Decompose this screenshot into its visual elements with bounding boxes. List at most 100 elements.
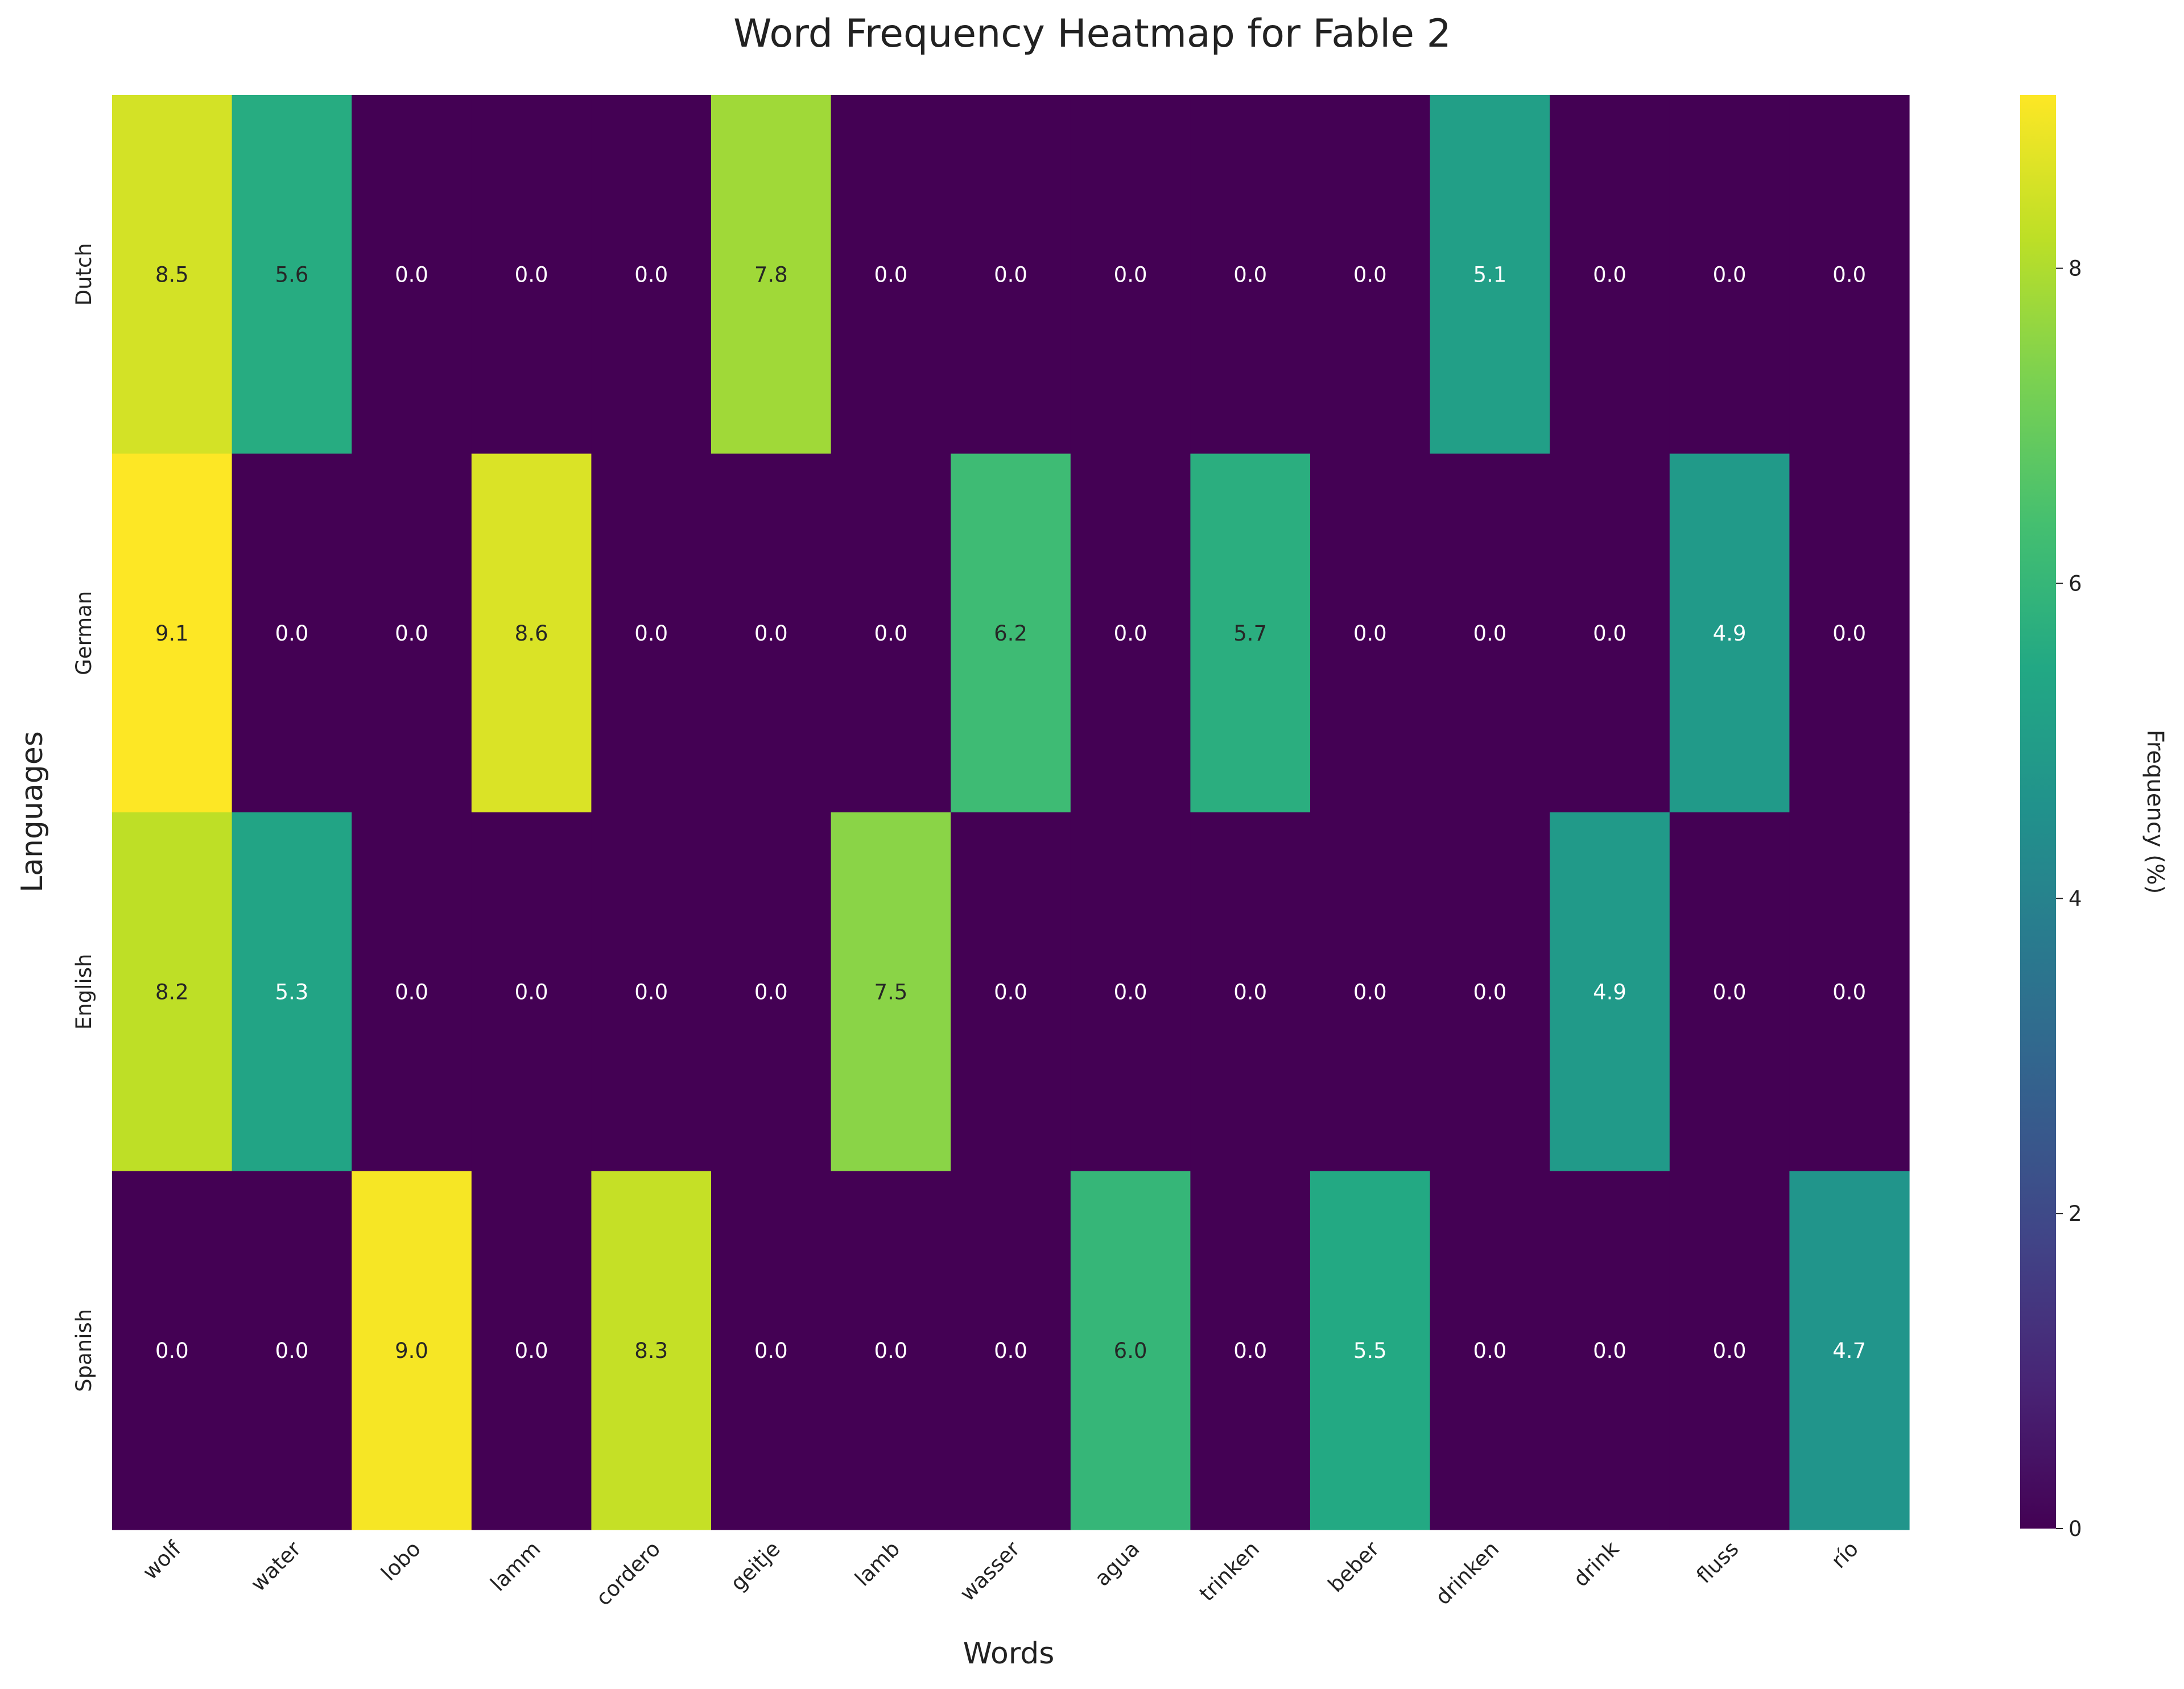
- heatmap-cell: [1789, 1171, 1910, 1530]
- heatmap-cell: [1550, 95, 1670, 455]
- cell-value-label: 0.0: [1353, 262, 1387, 287]
- x-tick-label: beber: [1323, 1536, 1384, 1597]
- cell-value-label: 0.0: [1832, 980, 1866, 1004]
- colorbar-gradient: [2020, 95, 2056, 1529]
- cell-value-label: 4.7: [1832, 1339, 1866, 1363]
- cell-value-label: 0.0: [155, 1339, 189, 1363]
- cell-value-label: 9.1: [155, 621, 189, 646]
- heatmap-cell: [1310, 812, 1431, 1172]
- cell-value-label: 0.0: [275, 621, 308, 646]
- cell-value-label: 0.0: [754, 621, 788, 646]
- heatmap-cell: [352, 95, 472, 455]
- heatmap-cell: [1310, 1171, 1431, 1530]
- heatmap-cell: [112, 812, 233, 1172]
- heatmap-cell: [471, 453, 592, 813]
- heatmap-cell: [1190, 95, 1311, 455]
- cell-value-label: 5.3: [275, 980, 308, 1004]
- x-tick-label: agua: [1090, 1537, 1145, 1591]
- heatmap-cell: [711, 95, 832, 455]
- heatmap-cell: [1669, 812, 1790, 1172]
- heatmap-cell: [232, 812, 352, 1172]
- heatmap-cell: [1070, 95, 1191, 455]
- heatmap-cell: [1789, 812, 1910, 1172]
- cell-value-label: 8.6: [515, 621, 548, 646]
- heatmap-cell: [711, 1171, 832, 1530]
- heatmap-cell: [471, 95, 592, 455]
- x-tick-labels: wolf water lobo lamm cordero geitje lamb wasser…: [138, 1536, 1863, 1610]
- cell-value-label: 8.3: [634, 1339, 668, 1363]
- heatmap-cell: [1550, 1171, 1670, 1530]
- y-tick-labels: Dutch German English Spanish: [72, 243, 96, 1392]
- x-tick-label: lobo: [377, 1537, 426, 1585]
- cell-value-label: 0.0: [634, 980, 668, 1004]
- heatmap-cell: [232, 95, 352, 455]
- cell-value-label: 4.9: [1713, 621, 1747, 646]
- colorbar-tick-label: 6: [2069, 572, 2082, 596]
- heatmap-cell: [112, 453, 233, 813]
- heatmap-cell: [591, 95, 712, 455]
- cell-value-label: 0.0: [874, 262, 907, 287]
- heatmap-cell: [232, 1171, 352, 1530]
- colorbar-tick-label: 4: [2069, 886, 2082, 911]
- cell-value-label: 0.0: [515, 1339, 548, 1363]
- colorbar-tick-label: 8: [2069, 257, 2082, 281]
- colorbar-ticks: 0 2 4 6 8: [2056, 257, 2082, 1541]
- heatmap-cell: [711, 453, 832, 813]
- heatmap-cell: [352, 812, 472, 1172]
- heatmap-cell: [1430, 1171, 1550, 1530]
- cell-value-label: 0.0: [515, 262, 548, 287]
- heatmap-cell: [1310, 95, 1431, 455]
- cell-value-label: 7.5: [874, 980, 907, 1004]
- cell-value-label: 0.0: [754, 980, 788, 1004]
- cell-value-label: 0.0: [994, 262, 1027, 287]
- heatmap-cell: [1190, 453, 1311, 813]
- cell-value-label: 0.0: [395, 980, 428, 1004]
- x-tick-label: geitje: [726, 1537, 785, 1596]
- cell-value-label: 4.9: [1593, 980, 1626, 1004]
- heatmap-cell: [831, 1171, 951, 1530]
- heatmap-cell: [1550, 453, 1670, 813]
- x-tick-label: trinken: [1195, 1537, 1264, 1606]
- heatmap-cell: [951, 1171, 1071, 1530]
- cell-value-label: 0.0: [1713, 262, 1747, 287]
- y-tick-label: German: [72, 591, 96, 675]
- x-tick-label: río: [1827, 1537, 1863, 1573]
- heatmap-cell: [1430, 95, 1550, 455]
- y-tick-label: Spanish: [72, 1309, 96, 1392]
- heatmap-cell: [591, 1171, 712, 1530]
- cell-value-label: 0.0: [754, 1339, 788, 1363]
- heatmap-cell: [1070, 453, 1191, 813]
- cell-annotations: 8.5 5.6 0.0 0.0 0.0 7.8 0.0 0.0 0.0 0.0 0.0 5.1 0.0 0…: [155, 262, 1866, 1363]
- heatmap-cell: [112, 1171, 233, 1530]
- heatmap-cell: [1669, 453, 1790, 813]
- x-tick-label: drinken: [1431, 1537, 1504, 1610]
- x-tick-label: drink: [1568, 1537, 1624, 1592]
- cell-value-label: 0.0: [994, 980, 1027, 1004]
- x-tick-label: wasser: [955, 1536, 1025, 1606]
- y-axis-label: Languages: [15, 731, 49, 893]
- x-tick-label: fluss: [1692, 1537, 1744, 1588]
- cell-value-label: 5.6: [275, 262, 308, 287]
- heatmap-cell: [1190, 1171, 1311, 1530]
- heatmap-cells: [112, 95, 1910, 1530]
- cell-value-label: 0.0: [874, 1339, 907, 1363]
- cell-value-label: 9.0: [395, 1339, 428, 1363]
- cell-value-label: 0.0: [1233, 980, 1267, 1004]
- cell-value-label: 0.0: [1114, 621, 1147, 646]
- cell-value-label: 8.5: [155, 262, 189, 287]
- cell-value-label: 6.2: [994, 621, 1027, 646]
- cell-value-label: 0.0: [1593, 621, 1626, 646]
- cell-value-label: 0.0: [395, 621, 428, 646]
- x-tick-label: lamm: [486, 1537, 546, 1596]
- cell-value-label: 0.0: [515, 980, 548, 1004]
- heatmap-cell: [591, 812, 712, 1172]
- heatmap-cell: [1070, 812, 1191, 1172]
- cell-value-label: 5.5: [1353, 1339, 1387, 1363]
- cell-value-label: 6.0: [1114, 1339, 1147, 1363]
- heatmap-cell: [1669, 95, 1790, 455]
- heatmap-cell: [951, 95, 1071, 455]
- heatmap-cell: [1669, 1171, 1790, 1530]
- cell-value-label: 8.2: [155, 980, 189, 1004]
- x-axis-label: Words: [963, 1637, 1055, 1671]
